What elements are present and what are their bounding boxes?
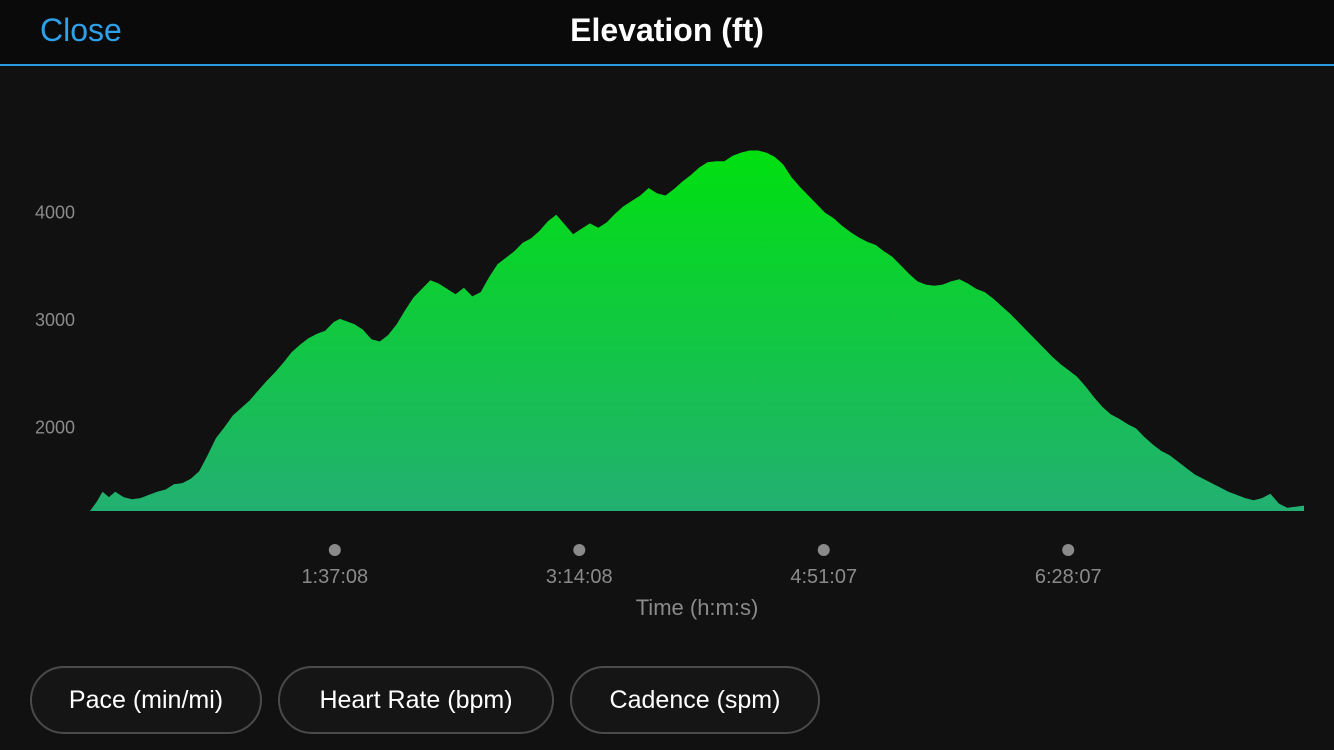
header-bar: Close Elevation (ft)	[0, 0, 1334, 66]
x-tick-label: 1:37:08	[301, 566, 368, 588]
cadence-button[interactable]: Cadence (spm)	[570, 666, 820, 734]
x-tick-label: 3:14:08	[546, 566, 613, 588]
x-axis-label: Time (h:m:s)	[636, 595, 759, 620]
close-button[interactable]: Close	[40, 12, 122, 48]
pace-button[interactable]: Pace (min/mi)	[30, 666, 262, 734]
y-axis: 2000 3000 4000	[35, 203, 75, 438]
heart-rate-button[interactable]: Heart Rate (bpm)	[278, 666, 554, 734]
x-tick-dot	[328, 544, 341, 556]
y-tick-label: 3000	[35, 310, 75, 330]
x-tick-label: 6:28:07	[1035, 566, 1102, 588]
elevation-area	[90, 150, 1304, 511]
x-tick-label: 4:51:07	[790, 566, 857, 588]
x-tick-dot	[817, 544, 830, 556]
x-tick-dot	[573, 544, 586, 556]
y-tick-label: 2000	[35, 417, 75, 437]
page-title: Elevation (ft)	[570, 12, 764, 48]
y-tick-label: 4000	[35, 203, 75, 223]
elevation-chart: 2000 3000 4000 1:37:08 3:14:08 4:51:07 6:28:0…	[35, 150, 1304, 620]
x-axis: 1:37:08 3:14:08 4:51:07 6:28:07	[301, 544, 1102, 588]
x-tick-dot	[1062, 544, 1075, 556]
